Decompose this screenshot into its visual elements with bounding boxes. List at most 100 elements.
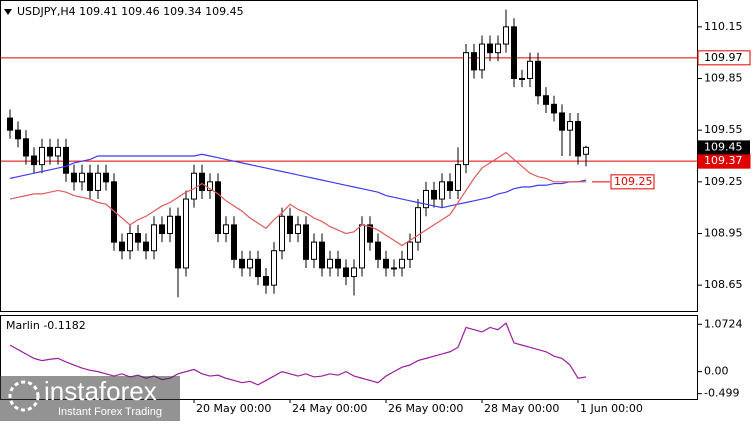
candle-body xyxy=(47,146,53,157)
x-tick-label: 28 May 00:00 xyxy=(484,402,559,415)
level-label: 109.37 xyxy=(704,154,743,167)
candle-body xyxy=(143,241,149,252)
indicator-panel xyxy=(0,315,698,400)
indicator-tick-label: 0.00 xyxy=(704,365,729,378)
indicator-tick-label: -0.499 xyxy=(704,387,739,400)
candle-body xyxy=(359,224,365,269)
x-tick-label: 24 May 00:00 xyxy=(292,402,367,415)
candle-body xyxy=(199,172,205,191)
y-tick-label: 109.55 xyxy=(704,123,743,136)
candle-body xyxy=(135,233,141,243)
candle-body xyxy=(295,224,301,234)
indicator-tick-label: 1.0724 xyxy=(704,317,743,330)
y-tick-label: 108.65 xyxy=(704,278,743,291)
annotation-label: 109.25 xyxy=(614,175,653,188)
candle-body xyxy=(463,52,469,166)
candle-body xyxy=(471,52,477,71)
candle-body xyxy=(63,146,69,174)
candle-body xyxy=(551,103,557,114)
y-tick-label: 109.85 xyxy=(704,72,743,85)
y-tick-label: 110.15 xyxy=(704,20,743,33)
candle-body xyxy=(167,215,173,234)
candle-body xyxy=(183,198,189,269)
candle-body xyxy=(431,189,437,200)
candle-body xyxy=(311,241,317,260)
x-tick-label: 26 May 00:00 xyxy=(388,402,463,415)
candle-body xyxy=(335,258,341,269)
candle-body xyxy=(23,138,29,157)
candle-body xyxy=(7,117,13,131)
candle-body xyxy=(279,215,285,252)
candle-body xyxy=(287,215,293,234)
candle-body xyxy=(215,181,221,234)
x-tick-label: 1 Jun 00:00 xyxy=(580,402,643,415)
candle-body xyxy=(351,267,357,278)
candle-body xyxy=(79,172,85,183)
candle-body xyxy=(367,224,373,243)
candle-body xyxy=(247,258,253,269)
candle-body xyxy=(391,267,397,270)
candle-body xyxy=(95,172,101,191)
indicator-title: Marlin -0.1182 xyxy=(6,319,86,332)
current-price-box xyxy=(698,140,750,155)
candle-body xyxy=(39,146,45,166)
candle-body xyxy=(223,224,229,234)
candle-body xyxy=(271,250,277,286)
candle-body xyxy=(543,95,549,105)
y-tick-label: 108.95 xyxy=(704,227,743,240)
candle-body xyxy=(519,78,525,80)
candle-body xyxy=(103,172,109,183)
candle-body xyxy=(263,276,269,286)
moving-average xyxy=(9,151,586,247)
candle-body xyxy=(327,258,333,269)
candle-body xyxy=(231,224,237,260)
watermark: instaforex Instant Forex Trading xyxy=(0,376,180,421)
marks: 110.15 109.85 109.55 109.25 108.95 108.65 1.07… xyxy=(1,9,751,415)
watermark-brand: instaforex xyxy=(44,376,157,406)
candle-body xyxy=(487,43,493,54)
candle-body xyxy=(151,224,157,252)
annotation-box xyxy=(610,174,655,190)
candle-body xyxy=(207,181,213,191)
candle-body xyxy=(399,258,405,269)
candle-body xyxy=(375,241,381,260)
candle-body xyxy=(87,172,93,191)
candle-body xyxy=(119,241,125,252)
current-price-label: 109.45 xyxy=(704,140,743,153)
candle-body xyxy=(559,112,565,131)
candle-body xyxy=(439,181,445,200)
candle-body xyxy=(343,267,349,278)
level-label: 109.97 xyxy=(704,51,743,64)
level-label-box xyxy=(697,50,751,66)
candle-body xyxy=(239,258,245,269)
moving-average xyxy=(9,153,587,209)
candle-body xyxy=(495,43,501,54)
candle-body xyxy=(479,43,485,71)
candle-body xyxy=(527,60,533,79)
candle-body xyxy=(511,26,517,80)
candle-body xyxy=(111,181,117,243)
candle-body xyxy=(383,258,389,269)
candle-body xyxy=(407,241,413,260)
watermark-logo xyxy=(8,380,40,412)
candle-body xyxy=(567,121,573,131)
candle-body xyxy=(535,60,541,97)
watermark-tagline: Instant Forex Trading xyxy=(58,406,162,418)
candle-body xyxy=(175,215,181,269)
menu-arrow xyxy=(4,9,12,15)
candle-body xyxy=(55,146,61,157)
candle-body xyxy=(159,224,165,234)
candle-body xyxy=(303,224,309,260)
candle-body xyxy=(191,172,197,200)
candle-body xyxy=(415,207,421,243)
candle-body xyxy=(255,258,261,278)
candle-body xyxy=(15,129,21,140)
candle-body xyxy=(71,172,77,183)
indicator-line xyxy=(9,322,587,386)
candle-body xyxy=(423,189,429,209)
candle-body xyxy=(575,121,581,157)
y-tick-label: 109.25 xyxy=(704,175,743,188)
candle-body xyxy=(503,26,509,45)
